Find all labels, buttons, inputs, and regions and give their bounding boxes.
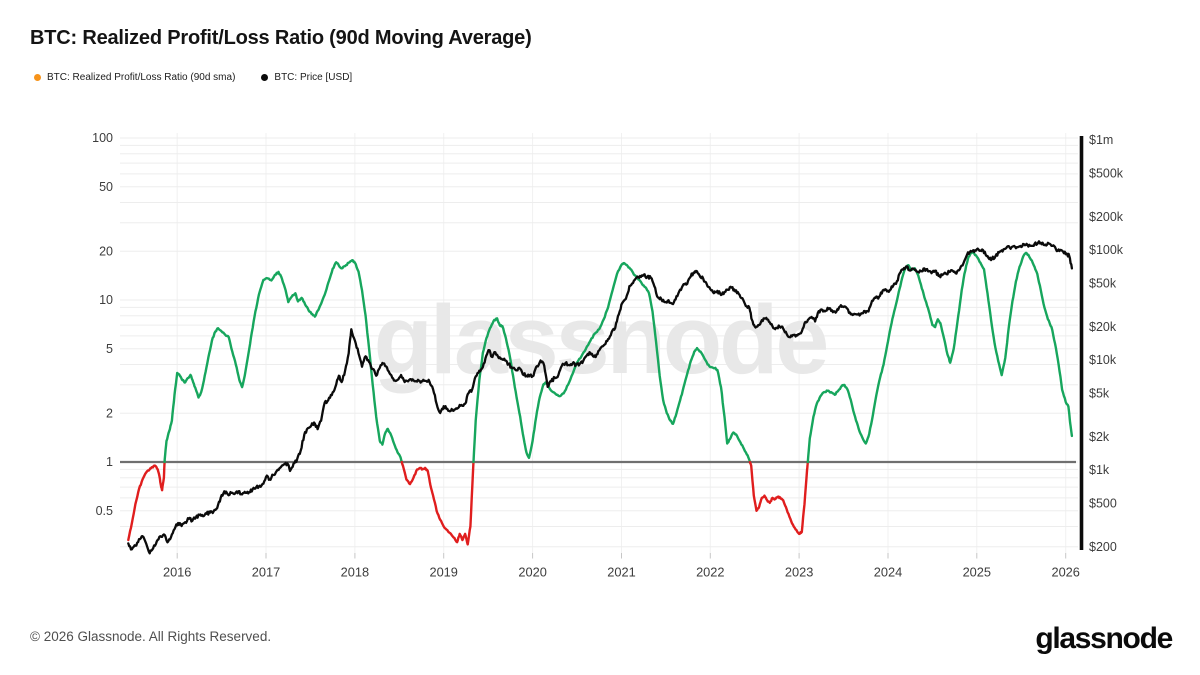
y-left-tick-label: 0.5: [96, 504, 113, 518]
x-tick-label: 2025: [963, 565, 991, 580]
x-tick-label: 2022: [696, 565, 724, 580]
y-right-tick-label: $20k: [1089, 320, 1117, 334]
ratio-line-below-1: [400, 460, 475, 546]
legend-label-ratio: BTC: Realized Profit/Loss Ratio (90d sma…: [47, 72, 236, 83]
ratio-line-above-1: [472, 261, 752, 464]
y-right-tick-label: $500: [1089, 496, 1117, 510]
y-left-tick-label: 20: [99, 244, 113, 258]
x-tick-label: 2021: [607, 565, 635, 580]
ratio-line-below-1: [127, 460, 166, 542]
chart-title: BTC: Realized Profit/Loss Ratio (90d Mov…: [30, 27, 532, 49]
y-right-tick-label: $500k: [1089, 166, 1124, 180]
legend-label-price: BTC: Price [USD]: [274, 72, 353, 83]
y-left-tick-label: 50: [99, 180, 113, 194]
y-right-tick-label: $10k: [1089, 353, 1117, 367]
x-tick-label: 2016: [163, 565, 191, 580]
legend: BTC: Realized Profit/Loss Ratio (90d sma…: [34, 72, 352, 83]
chart-canvas[interactable]: glassnode 100 50 20 10 5 2 1 0.5 $1m $500k $200k $10…: [0, 0, 1200, 610]
y-right-tick-label: $200k: [1089, 210, 1124, 224]
x-tick-label: 2026: [1051, 565, 1079, 580]
y-right-tick-label: $50k: [1089, 276, 1117, 290]
y-left-tick-label: 10: [99, 293, 113, 307]
legend-item-price[interactable]: BTC: Price [USD]: [261, 72, 352, 83]
x-tick-label: 2017: [252, 565, 280, 580]
y-right-tick-label: $100k: [1089, 243, 1124, 257]
y-right-tick-label: $5k: [1089, 386, 1110, 400]
ratio-line-above-1: [163, 259, 403, 464]
x-tick-label: 2024: [874, 565, 902, 580]
x-tick-label: 2019: [429, 565, 457, 580]
ratio-line-below-1: [748, 460, 809, 536]
y-left-tick-label: 1: [106, 455, 113, 469]
footer-copyright: © 2026 Glassnode. All Rights Reserved.: [30, 629, 272, 644]
y-right-tick-label: $1k: [1089, 463, 1110, 477]
x-tick-label: 2023: [785, 565, 813, 580]
x-tick-label: 2018: [341, 565, 369, 580]
price-line: [127, 240, 1074, 555]
y-right-tick-label: $200: [1089, 540, 1117, 554]
legend-marker-ratio-icon: [34, 74, 41, 81]
y-left-tick-label: 2: [106, 406, 113, 420]
y-right-tick-label: $1m: [1089, 133, 1113, 147]
y-right-tick-label: $2k: [1089, 430, 1110, 444]
legend-marker-price-icon: [261, 74, 269, 81]
watermark: glassnode: [374, 285, 827, 394]
x-tick-label: 2020: [518, 565, 546, 580]
ratio-line-above-1: [806, 250, 1074, 464]
glassnode-logo[interactable]: glassnode: [1035, 622, 1173, 655]
legend-item-ratio[interactable]: BTC: Realized Profit/Loss Ratio (90d sma…: [34, 72, 235, 83]
y-left-tick-label: 5: [106, 342, 113, 356]
y-left-tick-label: 100: [92, 131, 113, 145]
